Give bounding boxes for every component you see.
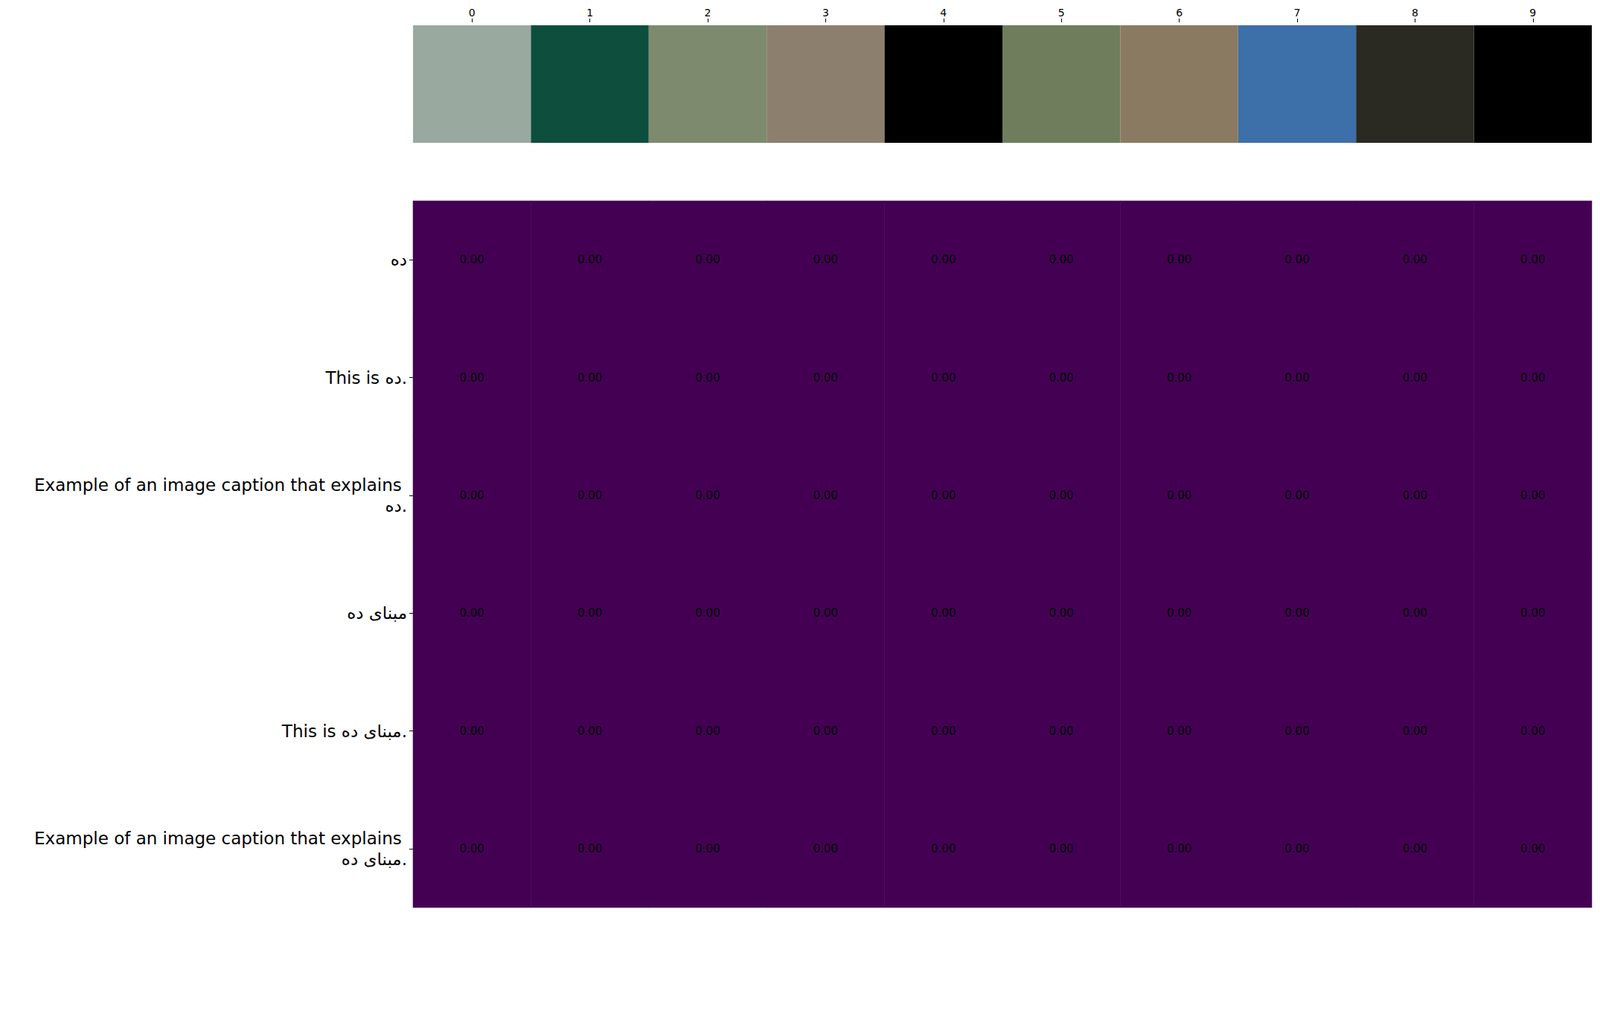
svg-text:0.00: 0.00 xyxy=(813,488,838,503)
svg-text:3: 3 xyxy=(822,6,830,19)
svg-text:0.00: 0.00 xyxy=(1166,606,1192,620)
svg-text:0.00: 0.00 xyxy=(1166,253,1192,267)
svg-text:0.00: 0.00 xyxy=(1402,371,1428,385)
svg-text:ده.: ده. xyxy=(384,496,408,516)
svg-text:Example of an image caption th: Example of an image caption that explain… xyxy=(34,829,408,849)
svg-text:6: 6 xyxy=(1175,6,1183,19)
svg-text:0.00: 0.00 xyxy=(695,253,720,267)
svg-text:0.00: 0.00 xyxy=(695,724,720,739)
svg-text:0.00: 0.00 xyxy=(577,842,603,856)
svg-text:0.00: 0.00 xyxy=(459,488,484,503)
svg-text:0.00: 0.00 xyxy=(1520,371,1545,385)
svg-text:0.00: 0.00 xyxy=(459,842,484,856)
svg-text:2: 2 xyxy=(704,6,712,19)
svg-text:This is مبنای ده.: This is مبنای ده. xyxy=(281,721,408,742)
svg-text:8: 8 xyxy=(1411,6,1419,19)
svg-text:5: 5 xyxy=(1058,6,1065,19)
svg-text:0.00: 0.00 xyxy=(930,253,956,267)
svg-text:0.00: 0.00 xyxy=(1402,253,1428,267)
svg-text:0.00: 0.00 xyxy=(1166,724,1192,739)
svg-text:0.00: 0.00 xyxy=(577,606,603,620)
svg-text:0.00: 0.00 xyxy=(1520,253,1545,267)
svg-text:0.00: 0.00 xyxy=(930,488,956,503)
svg-text:0.00: 0.00 xyxy=(577,253,603,267)
svg-text:0.00: 0.00 xyxy=(1048,371,1074,385)
svg-text:9: 9 xyxy=(1529,6,1536,19)
svg-text:ده: ده xyxy=(390,250,408,270)
svg-text:0.00: 0.00 xyxy=(1284,371,1310,385)
svg-text:0.00: 0.00 xyxy=(695,371,720,385)
svg-text:0.00: 0.00 xyxy=(1402,842,1428,856)
svg-text:0.00: 0.00 xyxy=(695,606,720,620)
svg-text:0.00: 0.00 xyxy=(1284,253,1310,267)
svg-text:0.00: 0.00 xyxy=(1402,606,1428,620)
svg-text:0.00: 0.00 xyxy=(930,842,956,856)
svg-text:0.00: 0.00 xyxy=(1284,606,1310,620)
svg-text:0.00: 0.00 xyxy=(813,606,838,620)
svg-text:0.00: 0.00 xyxy=(1284,724,1310,739)
svg-text:0.00: 0.00 xyxy=(1048,842,1074,856)
svg-text:0.00: 0.00 xyxy=(1284,488,1310,503)
svg-text:0.00: 0.00 xyxy=(459,371,484,385)
svg-text:0.00: 0.00 xyxy=(930,724,956,739)
svg-text:مبنای ده.: مبنای ده. xyxy=(341,849,408,870)
svg-text:0.00: 0.00 xyxy=(695,842,720,856)
svg-text:0.00: 0.00 xyxy=(1402,724,1428,739)
svg-text:0.00: 0.00 xyxy=(459,253,484,267)
svg-text:0.00: 0.00 xyxy=(1048,488,1074,503)
svg-text:0.00: 0.00 xyxy=(1520,842,1545,856)
svg-text:1: 1 xyxy=(586,6,594,19)
svg-text:0.00: 0.00 xyxy=(1048,253,1074,267)
svg-text:0.00: 0.00 xyxy=(695,488,720,503)
svg-text:4: 4 xyxy=(939,6,947,19)
svg-text:0.00: 0.00 xyxy=(459,724,484,739)
svg-text:0.00: 0.00 xyxy=(1048,606,1074,620)
svg-text:0.00: 0.00 xyxy=(1284,842,1310,856)
svg-text:0.00: 0.00 xyxy=(813,371,838,385)
svg-text:0.00: 0.00 xyxy=(577,724,603,739)
svg-text:0.00: 0.00 xyxy=(1402,488,1428,503)
svg-text:0.00: 0.00 xyxy=(1166,842,1192,856)
svg-text:0.00: 0.00 xyxy=(1166,488,1192,503)
svg-text:0.00: 0.00 xyxy=(1520,488,1545,503)
svg-text:7: 7 xyxy=(1294,6,1301,19)
svg-text:0.00: 0.00 xyxy=(577,488,603,503)
svg-text:0.00: 0.00 xyxy=(577,371,603,385)
svg-text:0.00: 0.00 xyxy=(813,253,838,267)
svg-text:0.00: 0.00 xyxy=(1048,724,1074,739)
svg-text:0.00: 0.00 xyxy=(813,724,838,739)
svg-text:0.00: 0.00 xyxy=(813,842,838,856)
svg-text:مبنای ده: مبنای ده xyxy=(346,603,408,623)
svg-text:This is ده.: This is ده. xyxy=(324,368,408,388)
svg-text:0.00: 0.00 xyxy=(930,606,956,620)
svg-text:0.00: 0.00 xyxy=(930,371,956,385)
svg-text:0.00: 0.00 xyxy=(1520,606,1545,620)
svg-text:0: 0 xyxy=(468,6,476,19)
svg-text:Example of an image caption th: Example of an image caption that explain… xyxy=(34,475,408,495)
svg-text:0.00: 0.00 xyxy=(459,606,484,620)
svg-text:0.00: 0.00 xyxy=(1166,371,1192,385)
svg-text:0.00: 0.00 xyxy=(1520,724,1545,739)
